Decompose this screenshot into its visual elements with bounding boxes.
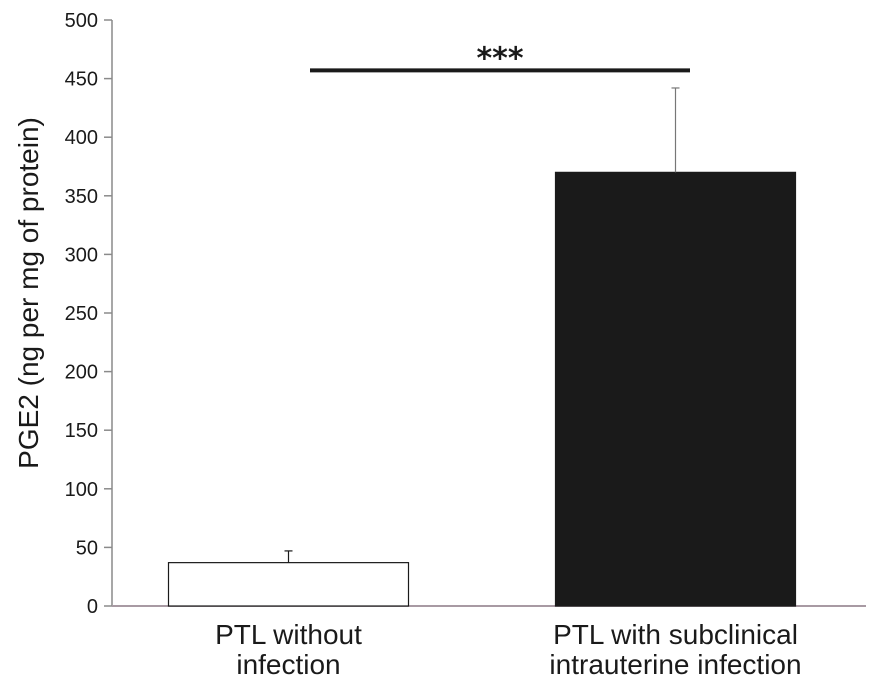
- category-labels: PTL without infection PTL with subclinical…: [215, 619, 801, 678]
- y-tick-label: 200: [65, 362, 98, 384]
- y-axis: 0 50 100 150 200 250 300 350 400 450 500: [65, 10, 113, 618]
- y-tick-label: 250: [65, 303, 98, 325]
- significance-marker: ***: [310, 41, 690, 76]
- y-axis-label: PGE2 (ng per mg of protein): [13, 117, 44, 469]
- category-label-2: PTL with subclinical intrauterine infecti…: [549, 619, 801, 678]
- y-tick-label: 500: [65, 10, 98, 32]
- category-label-1: PTL without infection: [215, 619, 362, 678]
- bar-1: [167, 562, 410, 607]
- y-tick-label: 150: [65, 420, 98, 442]
- y-tick-label: 350: [65, 186, 98, 208]
- error-bars: [284, 87, 680, 563]
- y-tick-label: 50: [76, 537, 98, 559]
- bar-2: [554, 171, 797, 607]
- y-tick-label: 300: [65, 244, 98, 266]
- y-tick-label: 450: [65, 69, 98, 91]
- y-tick-label: 0: [87, 596, 98, 618]
- bars: [167, 171, 797, 607]
- significance-label: ***: [476, 41, 523, 76]
- y-tick-label: 400: [65, 127, 98, 149]
- y-tick-label: 100: [65, 479, 98, 501]
